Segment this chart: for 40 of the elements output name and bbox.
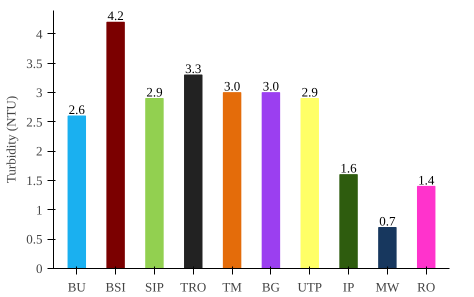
x-tick-label: BSI (106, 280, 126, 294)
bar (184, 74, 202, 268)
bar (378, 226, 397, 268)
x-tick-label: BU (68, 280, 86, 294)
bar (339, 174, 358, 268)
y-tick-label: 2.5 (26, 114, 42, 130)
data-label: 1.6 (340, 160, 358, 176)
y-tick-label: 2 (36, 144, 42, 159)
y-tick-label: 1 (36, 202, 42, 218)
data-label: 4.2 (107, 8, 124, 24)
x-tick-label: RO (417, 280, 436, 294)
bar (300, 98, 319, 268)
bar (262, 92, 280, 268)
x-tick-label: UTP (297, 280, 322, 294)
bar (416, 186, 436, 268)
y-tick-label: 1.5 (26, 173, 42, 188)
data-label: 2.9 (146, 84, 163, 100)
data-label: 3.3 (185, 61, 202, 76)
bar (106, 22, 125, 268)
y-tick-label: 3.5 (26, 56, 42, 71)
x-tick-label: IP (342, 280, 354, 294)
x-tick-label: BG (262, 280, 280, 294)
x-tick-label: MW (375, 280, 400, 294)
data-label: 3.0 (262, 78, 280, 94)
y-tick-label: 4 (36, 26, 43, 42)
y-tick-label: 0.5 (26, 232, 42, 247)
y-tick-label: 3 (36, 85, 42, 100)
data-label: 3.0 (224, 78, 240, 94)
x-tick-label: TM (222, 280, 242, 294)
x-tick-label: SIP (145, 280, 164, 294)
bar (222, 92, 242, 268)
x-tick-label: TRO (180, 280, 206, 294)
data-label: 2.6 (68, 102, 86, 118)
bar (68, 116, 86, 268)
data-label: 1.4 (418, 172, 435, 188)
bar (145, 98, 164, 268)
data-label: 0.7 (379, 213, 396, 228)
data-label: 2.9 (302, 84, 318, 100)
y-axis-title: Turbidity (NTU) (3, 96, 18, 184)
y-tick-label: 0 (36, 261, 42, 276)
